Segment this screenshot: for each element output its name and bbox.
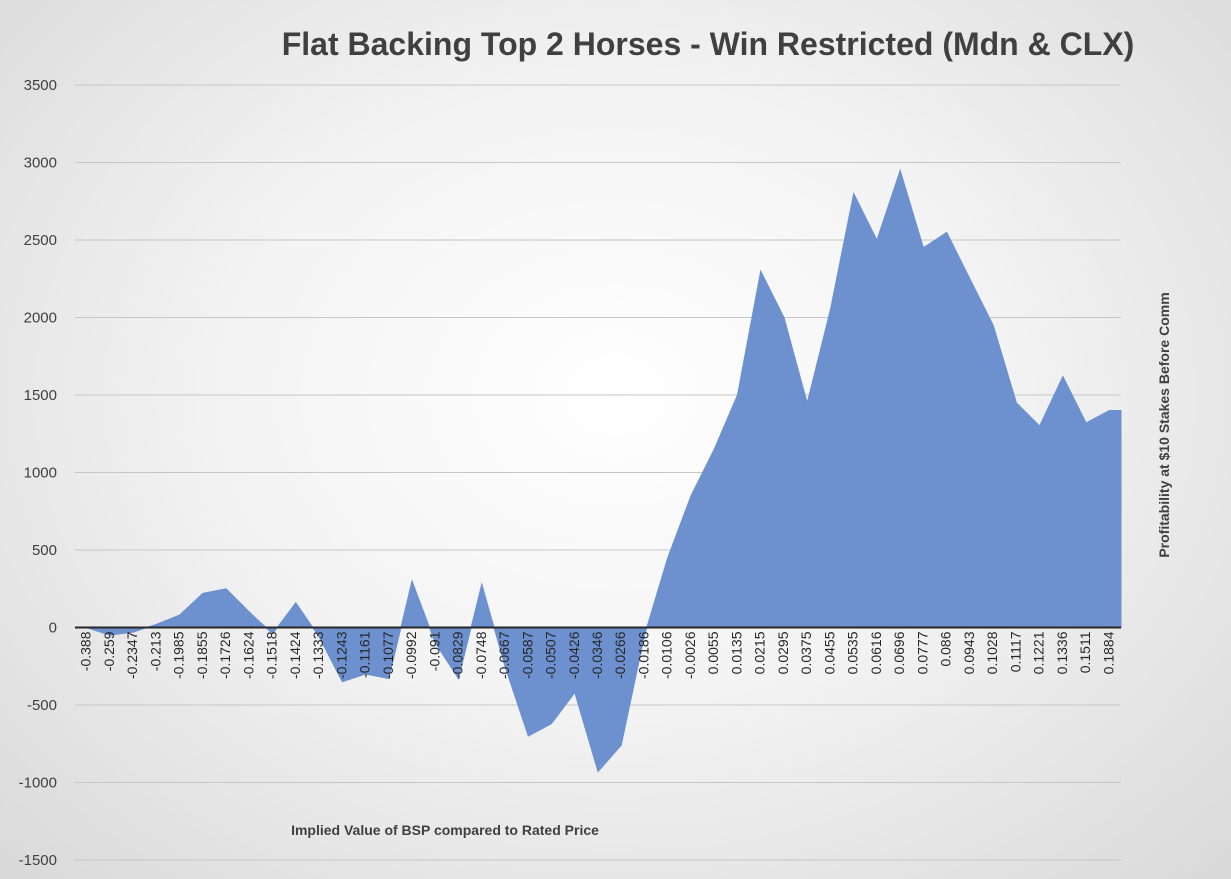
x-tick-label: -0.0026 [682, 631, 698, 679]
x-tick-label: 0.0943 [961, 631, 977, 674]
x-tick-label: -0.2347 [124, 631, 140, 679]
x-tick-label: -0.259 [101, 631, 117, 671]
x-axis-title: Implied Value of BSP compared to Rated P… [291, 822, 599, 838]
x-tick-label: 0.0535 [845, 631, 861, 674]
x-tick-label: 0.0616 [868, 631, 884, 674]
x-tick-label: 0.0215 [752, 631, 768, 674]
x-tick-label: -0.0426 [566, 631, 582, 679]
x-tick-label: -0.1243 [333, 631, 349, 679]
x-tick-label: 0.1221 [1031, 631, 1047, 674]
y-tick-label: 3500 [24, 77, 57, 94]
x-tick-label: 0.0135 [728, 631, 744, 674]
x-tick-label: -0.1726 [217, 631, 233, 679]
x-tick-label: 0.1028 [984, 631, 1000, 674]
x-tick-label: -0.0266 [612, 631, 628, 679]
x-tick-label: -0.0507 [543, 631, 559, 679]
chart-title: Flat Backing Top 2 Horses - Win Restrict… [282, 26, 1135, 62]
x-tick-label: -0.1624 [240, 631, 256, 679]
x-tick-label: -0.213 [147, 631, 163, 671]
x-tick-label: -0.1333 [310, 631, 326, 679]
x-tick-label: 0.1884 [1100, 631, 1116, 674]
x-tick-labels: -0.388 -0.259 -0.2347 -0.213 -0.1985 -0.1855-… [78, 631, 1117, 679]
x-tick-label: -0.0667 [496, 631, 512, 679]
x-tick-label: -0.1855 [194, 631, 210, 679]
x-tick-label: -0.091 [426, 631, 442, 671]
x-tick-label: 0.0777 [914, 631, 930, 674]
x-tick-label: -0.0346 [589, 631, 605, 679]
x-tick-label: 0.0375 [798, 631, 814, 674]
y-tick-label: 2000 [24, 310, 57, 327]
x-tick-label: -0.388 [78, 631, 94, 671]
x-tick-label: 0.0295 [775, 631, 791, 674]
x-tick-label: 0.1117 [1007, 631, 1023, 672]
series-area [75, 168, 1122, 773]
x-tick-label: 0.0055 [705, 631, 721, 674]
y-tick-label: 3000 [24, 155, 57, 172]
x-tick-label: -0.1077 [380, 631, 396, 679]
x-tick-label: -0.1985 [171, 631, 187, 679]
x-tick-label: 0.0455 [821, 631, 837, 674]
x-tick-label: -0.0829 [450, 631, 466, 679]
x-tick-label: 0.0696 [891, 631, 907, 674]
x-tick-label: -0.1518 [264, 631, 280, 679]
y-tick-label: -1500 [19, 852, 57, 869]
y-tick-label: 0 [49, 620, 57, 637]
y-tick-labels: 3500 3000 2500 2000 1500 1000 500 0 -500 -1000 -15… [19, 77, 57, 869]
y-tick-label: 1000 [24, 465, 57, 482]
x-tick-label: 0.1336 [1054, 631, 1070, 674]
y-tick-label: 2500 [24, 232, 57, 249]
gridlines [75, 84, 1121, 861]
y-tick-label: -500 [27, 697, 57, 714]
x-tick-label: -0.0587 [519, 631, 535, 679]
y-tick-label: 500 [32, 542, 57, 559]
x-tick-label: 0.1511 [1077, 631, 1093, 673]
x-tick-label: -0.1424 [287, 631, 303, 679]
x-tick-label: -0.0748 [473, 631, 489, 679]
x-tick-label: -0.1161 [357, 631, 373, 678]
y-tick-label: -1000 [19, 775, 57, 792]
y-tick-label: 1500 [24, 387, 57, 404]
x-tick-label: 0.086 [938, 631, 954, 666]
x-tick-label: -0.0186 [635, 631, 651, 679]
x-tick-label: -0.0992 [403, 631, 419, 679]
x-tick-label: -0.0106 [659, 631, 675, 679]
y-axis-title: Profitability at $10 Stakes Before Comm [1156, 292, 1172, 557]
